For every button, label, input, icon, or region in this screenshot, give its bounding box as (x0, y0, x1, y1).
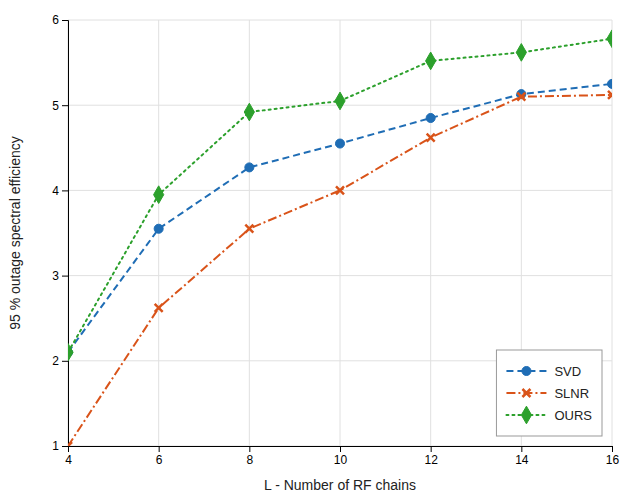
series-point (244, 103, 254, 121)
y-axis-title: 95 % outage spectral efficiency (7, 136, 23, 330)
x-tick-mark (340, 446, 341, 452)
grid-line-y (68, 20, 612, 21)
y-tick: 2 (52, 354, 68, 368)
series-point (155, 304, 163, 312)
x-axis-title: L - Number of RF chains (264, 477, 416, 493)
y-tick-mark (62, 276, 68, 277)
x-tick: 8 (246, 446, 253, 467)
series-point (516, 44, 526, 62)
y-tick: 4 (52, 184, 68, 198)
legend-marker (522, 389, 530, 397)
y-tick-label: 4 (52, 184, 59, 198)
x-tick-mark (159, 446, 160, 452)
legend-item: SLNR (506, 386, 589, 401)
y-tick-mark (62, 446, 68, 447)
legend-label: OURS (554, 408, 592, 423)
x-tick-mark (431, 446, 432, 452)
x-axis-line (69, 447, 613, 453)
x-tick-label: 14 (515, 453, 529, 467)
legend-marker (522, 366, 531, 375)
grid-line-x (340, 20, 341, 446)
y-axis-line (62, 21, 69, 447)
series-point (607, 79, 612, 88)
x-tick-label: 4 (65, 453, 72, 467)
series-point (68, 343, 73, 361)
legend-item: SVD (506, 364, 581, 379)
series-point (336, 186, 344, 194)
y-tick-label: 5 (52, 99, 59, 113)
x-tick-label: 8 (246, 453, 253, 467)
series-point (154, 186, 164, 204)
legend-box (496, 350, 602, 436)
marks (68, 30, 612, 446)
y-tick: 6 (52, 13, 68, 27)
y-tick-label: 2 (52, 354, 59, 368)
series-point (517, 93, 525, 101)
series-point (427, 134, 435, 142)
x-tick-label: 16 (606, 453, 620, 467)
grid-line-x (430, 20, 431, 446)
x-tick-mark (521, 446, 522, 452)
y-tick-label: 3 (52, 269, 59, 283)
legend-label: SVD (554, 364, 581, 379)
y-tick-mark (62, 105, 68, 106)
series-point (607, 30, 612, 48)
x-tick: 14 (515, 446, 529, 467)
series-line (68, 95, 612, 446)
legend-marker (521, 406, 531, 424)
x-axis: 4 6 8 10 12 14 16 (65, 446, 619, 467)
x-tick: 4 (65, 446, 72, 467)
series-point (335, 92, 345, 110)
x-tick-label: 10 (334, 453, 348, 467)
x-tick: 6 (156, 446, 163, 467)
x-tick-mark (612, 446, 613, 452)
x-tick-label: 6 (156, 453, 163, 467)
y-axis: 1 2 3 4 5 6 (52, 13, 68, 453)
legend: SVD SLNR OURS (496, 350, 602, 436)
y-tick-label: 1 (52, 439, 59, 453)
series-point (335, 139, 344, 148)
series-point (608, 91, 612, 99)
x-tick-mark (249, 446, 250, 452)
series-point (426, 52, 436, 70)
series-line (68, 84, 612, 352)
legend-label: SLNR (554, 386, 589, 401)
series-point (426, 113, 435, 122)
series-point (68, 442, 72, 446)
plot: 46810121416123456SVDSLNROURS (52, 13, 619, 466)
grid-line-x (249, 20, 250, 446)
x-tick: 16 (606, 446, 620, 467)
chart: 46810121416123456SVDSLNROURSL - Number o… (0, 0, 640, 504)
y-tick: 1 (52, 439, 68, 453)
series-point (245, 163, 254, 172)
grid-line-y (68, 275, 612, 276)
y-tick: 3 (52, 269, 68, 283)
x-tick-label: 12 (424, 453, 438, 467)
y-tick-mark (62, 20, 68, 21)
y-tick-mark (62, 361, 68, 362)
y-tick: 5 (52, 99, 68, 113)
legend-item: OURS (506, 406, 592, 424)
x-tick: 12 (424, 446, 438, 467)
series-line (68, 39, 612, 353)
y-tick-label: 6 (52, 13, 59, 27)
series-point (245, 225, 253, 233)
grid (68, 20, 612, 446)
series-point (154, 224, 163, 233)
x-tick: 10 (334, 446, 348, 467)
y-tick-mark (62, 190, 68, 191)
